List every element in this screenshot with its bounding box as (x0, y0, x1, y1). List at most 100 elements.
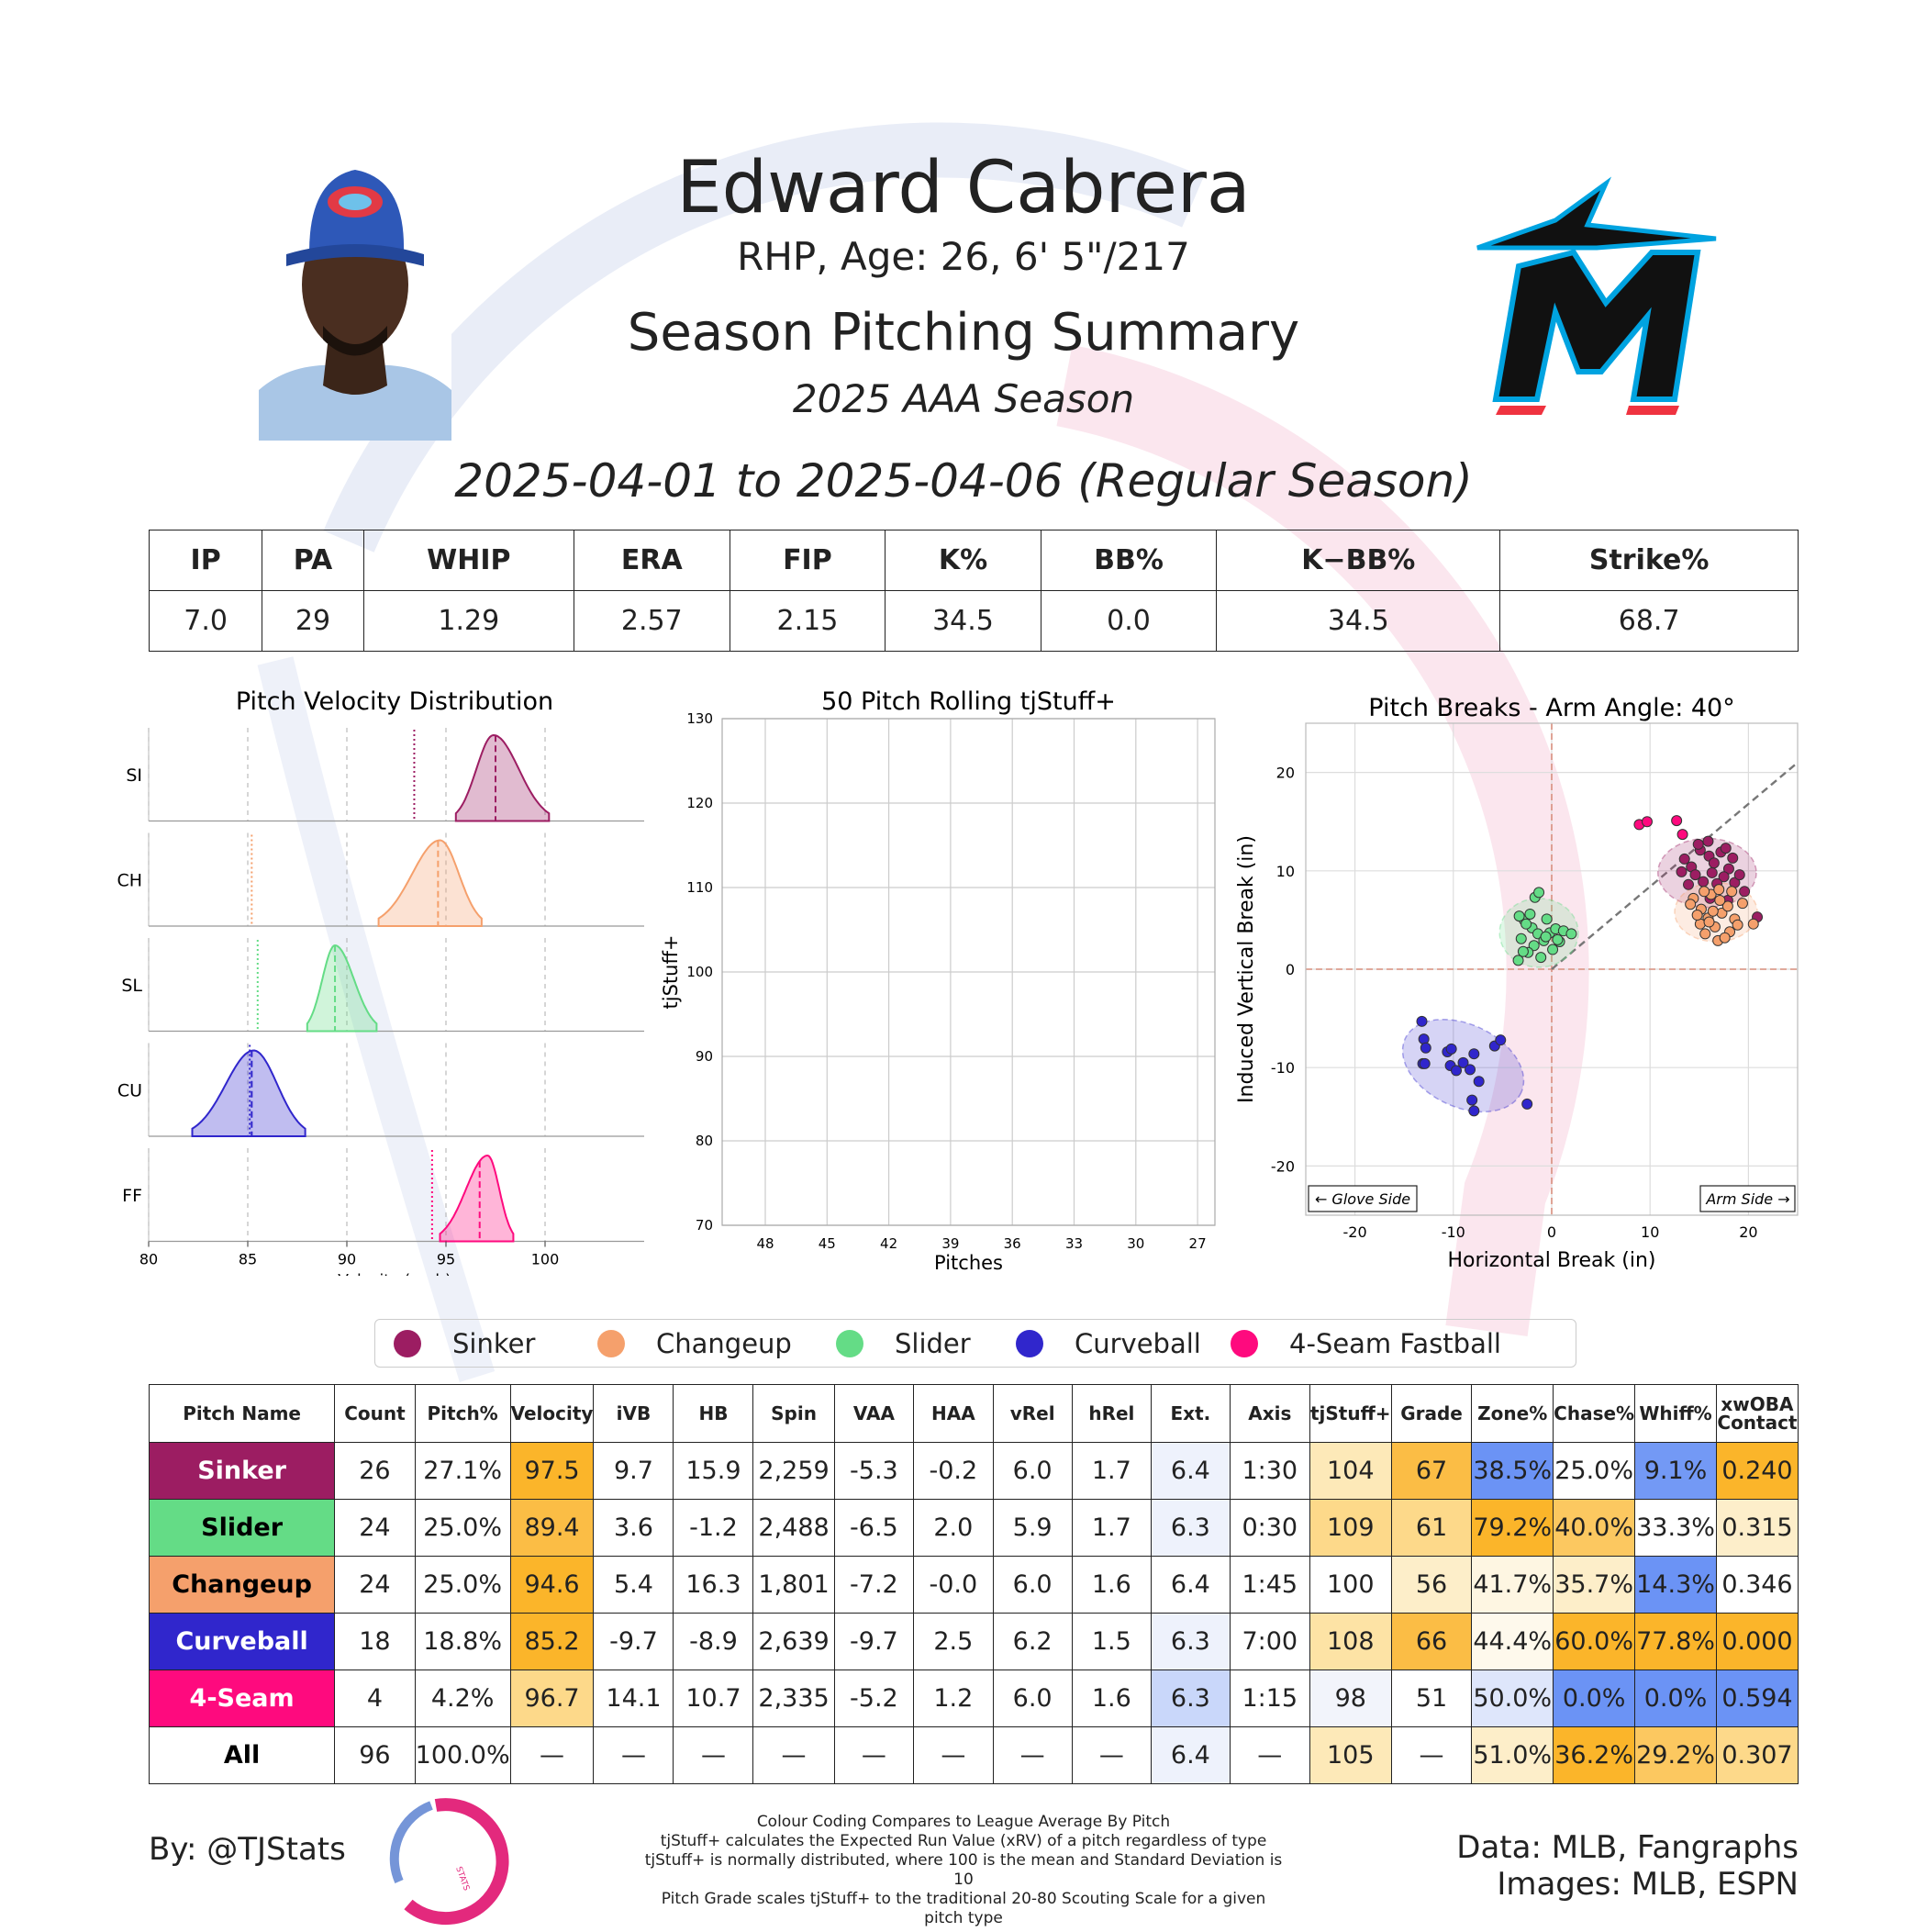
legend-item: Slider (836, 1320, 971, 1367)
pitch-point (1533, 887, 1545, 899)
pitch-metric-cell: 109 (1309, 1499, 1392, 1557)
pitch-metric-cell: — (1229, 1726, 1310, 1784)
pitch-metric-cell: 29.2% (1634, 1726, 1717, 1784)
pitch-metric-cell: 18.8% (414, 1613, 511, 1670)
pitch-metric-cell: 0:30 (1229, 1499, 1310, 1557)
pitch-table-header: tjStuff+ (1309, 1384, 1392, 1443)
pitch-metric-cell: 6.3 (1150, 1613, 1231, 1670)
pitch-metric-cell: 104 (1309, 1442, 1392, 1500)
footer-note: tjStuff+ is normally distributed, where … (644, 1851, 1283, 1889)
stat-value: 29 (262, 590, 364, 652)
stat-value: 2.15 (729, 590, 886, 652)
pitch-metric-cell: 7:00 (1229, 1613, 1310, 1670)
velocity-density (191, 1049, 306, 1137)
pitch-point (1727, 852, 1739, 864)
pitch-metric-cell: 85.2 (509, 1613, 595, 1670)
tjstats-logo-text: STATS (453, 1866, 471, 1893)
pitch-metric-cell: — (992, 1726, 1073, 1784)
pitch-metric-cell: 6.3 (1150, 1670, 1231, 1727)
pitch-point (1676, 829, 1688, 841)
pitch-metric-cell: 1,801 (752, 1556, 835, 1614)
chart-title: 50 Pitch Rolling tjStuff+ (821, 687, 1116, 716)
x-tick-label: 42 (880, 1235, 897, 1252)
pitch-table-header: Zone% (1471, 1384, 1554, 1443)
pitch-metric-cell: 100 (1309, 1556, 1392, 1614)
pitch-metrics-table: Pitch Name Count Pitch% Velocity iVB HB Spin VA… (148, 1384, 1799, 1784)
team-logo (1476, 176, 1717, 415)
player-headshot (259, 161, 451, 441)
x-tick-label: -20 (1343, 1223, 1367, 1241)
pitch-metric-cell: 18 (334, 1613, 416, 1670)
pitch-metric-cell: 2,488 (752, 1499, 835, 1557)
row-label: FF (122, 1186, 142, 1206)
pitch-metric-cell: 6.4 (1150, 1556, 1231, 1614)
pitch-metric-cell: 1:45 (1229, 1556, 1310, 1614)
pitch-metric-cell: — (1071, 1726, 1152, 1784)
stat-value: 2.57 (573, 590, 730, 652)
pitch-metric-cell: 51.0% (1471, 1726, 1554, 1784)
pitch-metric-cell: 0.240 (1715, 1442, 1799, 1500)
x-tick-label: 39 (941, 1235, 959, 1252)
plot-frame (721, 718, 1216, 1226)
pitch-metric-cell: -8.9 (673, 1613, 754, 1670)
legend-marker (1016, 1329, 1043, 1357)
velocity-density (377, 839, 483, 927)
pitch-point (1736, 898, 1748, 910)
pitch-metric-cell: 14.3% (1634, 1556, 1717, 1614)
x-axis-label: Horizontal Break (in) (1448, 1249, 1656, 1272)
pitch-metric-cell: 56 (1390, 1556, 1473, 1614)
row-label: SI (126, 765, 142, 786)
y-tick-label: 0 (1286, 961, 1295, 978)
pitch-point (1722, 863, 1734, 875)
pitch-metric-cell: 40.0% (1553, 1499, 1636, 1557)
pitch-metric-cell: 1.6 (1071, 1556, 1152, 1614)
pitch-point (1540, 931, 1552, 943)
stat-header: FIP (729, 530, 886, 591)
pitch-metric-cell: 2,259 (752, 1442, 835, 1500)
pitch-point (1707, 905, 1719, 917)
velocity-density (306, 944, 378, 1033)
pitch-metric-cell: 6.3 (1150, 1499, 1231, 1557)
pitch-point (1692, 838, 1704, 850)
x-tick-label: -10 (1442, 1223, 1465, 1241)
pitch-metric-cell: 0.0% (1553, 1670, 1636, 1727)
y-tick-label: 110 (686, 879, 713, 896)
pitch-table-row: All 96 100.0% — — — — — — — —6.4—105—51.0% 36.2% 29.… (148, 1726, 1799, 1784)
pitch-metric-cell: 4.2% (414, 1670, 511, 1727)
pitch-point (1678, 853, 1690, 865)
pitch-metric-cell: 61 (1390, 1499, 1473, 1557)
pitch-table-row: Curveball 18 18.8% 85.2 -9.7 -8.9 2,639 -9.7 2.5… (148, 1613, 1799, 1670)
pitch-name-cell: Slider (148, 1499, 336, 1557)
pitch-point (1420, 1042, 1431, 1054)
season-label: 2025 AAA Season (792, 376, 1135, 421)
pitch-metric-cell: -0.0 (913, 1556, 994, 1614)
pitch-metric-cell: 6.2 (992, 1613, 1073, 1670)
x-tick-label: 100 (531, 1251, 560, 1268)
pitch-point (1451, 1065, 1463, 1077)
pitch-metric-cell: 14.1 (593, 1670, 674, 1727)
pitch-metric-cell: 1:30 (1229, 1442, 1310, 1500)
pitch-metric-cell: -7.2 (833, 1556, 915, 1614)
pitch-point (1699, 886, 1710, 898)
stat-value: 34.5 (1216, 590, 1501, 652)
pitch-point (1641, 816, 1653, 828)
footer-note: Colour Coding Compares to League Average… (756, 1813, 1171, 1831)
legend-item: Sinker (394, 1320, 535, 1367)
pitch-metric-cell: 51 (1390, 1670, 1473, 1727)
legend-label: 4-Seam Fastball (1289, 1327, 1501, 1359)
pitch-metric-cell: 15.9 (673, 1442, 754, 1500)
date-range: 2025-04-01 to 2025-04-06 (Regular Season… (454, 454, 1473, 508)
pitch-point (1517, 945, 1529, 957)
pitch-table-row: Changeup 24 25.0% 94.6 5.4 16.3 1,801 -7.2 -0.0 6… (148, 1556, 1799, 1614)
footer-notes: Colour Coding Compares to League Average… (642, 1813, 1285, 1928)
pitch-point (1520, 918, 1532, 930)
pitch-point (1515, 932, 1527, 944)
pitch-metric-cell: 0.346 (1715, 1556, 1799, 1614)
pitch-metric-cell: 2,639 (752, 1613, 835, 1670)
pitch-metric-cell: 0.000 (1715, 1613, 1799, 1670)
pitch-metric-cell: -9.7 (833, 1613, 915, 1670)
pitch-metric-cell: 25.0% (1553, 1442, 1636, 1500)
pitch-metric-cell: 1.7 (1071, 1442, 1152, 1500)
y-axis-label: tjStuff+ (661, 934, 682, 1009)
pitch-table-header: xwOBA Contact (1715, 1384, 1799, 1443)
